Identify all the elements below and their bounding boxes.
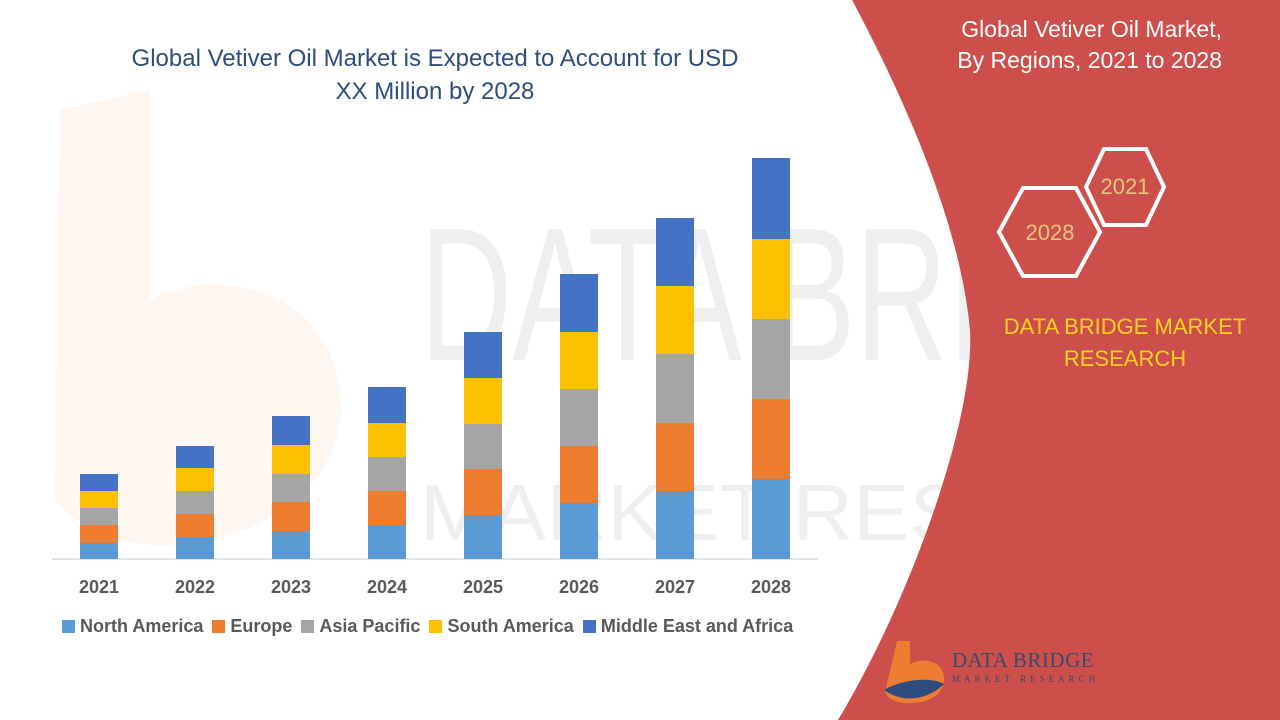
bar-2024-middle-east-and-africa <box>368 387 406 423</box>
bar-2021-middle-east-and-africa <box>80 474 118 491</box>
bar-2021-north-america <box>80 543 118 559</box>
bar-2028-middle-east-and-africa <box>752 158 790 239</box>
legend-swatch <box>212 620 226 633</box>
bar-2023-middle-east-and-africa <box>272 416 310 445</box>
legend-label: Asia Pacific <box>319 616 421 636</box>
x-tick-label-2025: 2025 <box>463 577 503 597</box>
bar-2024-north-america <box>368 525 406 559</box>
bar-2025-north-america <box>464 515 502 559</box>
bar-2021-south-america <box>80 491 118 508</box>
bar-2026-asia-pacific <box>560 389 598 446</box>
bar-2026-north-america <box>560 503 598 559</box>
brand-text-line-1: DATA BRIDGE MARKET <box>1003 314 1247 339</box>
x-tick-label-2021: 2021 <box>79 577 119 597</box>
x-tick-label-2026: 2026 <box>559 577 599 597</box>
bar-2026-europe <box>560 446 598 503</box>
hex-label-2021: 2021 <box>1100 174 1150 199</box>
bar-2025-asia-pacific <box>464 424 502 469</box>
bar-2023-south-america <box>272 445 310 474</box>
bar-2022-south-america <box>176 468 214 491</box>
brand-text-line-2: RESEARCH <box>1063 346 1187 371</box>
bar-2028-asia-pacific <box>752 319 790 399</box>
bar-2022-asia-pacific <box>176 491 214 514</box>
x-tick-label-2027: 2027 <box>655 577 695 597</box>
bar-2021-europe <box>80 525 118 543</box>
logo-name: DATA BRIDGE <box>952 648 1095 672</box>
legend-item-europe: Europe <box>212 616 292 637</box>
bar-2027-middle-east-and-africa <box>656 218 694 286</box>
legend-item-middle-east-and-africa: Middle East and Africa <box>582 616 794 637</box>
logo-tagline: MARKET RESEARCH <box>952 674 1100 684</box>
bar-2026-south-america <box>560 332 598 389</box>
legend-label: Middle East and Africa <box>600 616 794 636</box>
bar-2025-south-america <box>464 378 502 424</box>
legend-swatch <box>582 620 596 633</box>
legend-swatch <box>429 620 443 633</box>
x-tick-label-2028: 2028 <box>751 577 791 597</box>
watermark-logo-icon <box>55 90 341 546</box>
legend-item-asia-pacific: Asia Pacific <box>301 616 420 637</box>
bar-2028-south-america <box>752 239 790 319</box>
bar-2026-middle-east-and-africa <box>560 274 598 332</box>
x-tick-label-2022: 2022 <box>175 577 215 597</box>
bar-2027-north-america <box>656 491 694 559</box>
x-tick-labels: 2021 2022 2023 2024 2025 2026 2027 2028 <box>79 577 791 597</box>
x-tick-label-2024: 2024 <box>367 577 407 597</box>
hexagon-2021 <box>1083 147 1167 227</box>
right-panel-background <box>838 0 1280 720</box>
bar-2028-north-america <box>752 479 790 559</box>
x-tick-label-2023: 2023 <box>271 577 311 597</box>
legend-item-south-america: South America <box>429 616 574 637</box>
bar-2025-europe <box>464 469 502 515</box>
bar-2025-middle-east-and-africa <box>464 332 502 378</box>
bar-2024-asia-pacific <box>368 457 406 491</box>
logo-icon <box>884 641 945 704</box>
bar-2022-europe <box>176 514 214 537</box>
bar-2023-europe <box>272 502 310 531</box>
bar-2024-europe <box>368 491 406 525</box>
chart-legend: North America Europe Asia Pacific South Ame… <box>62 616 802 637</box>
hexagon-2028 <box>996 186 1103 278</box>
panel-title-line-1: Global Vetiver Oil Market, <box>961 16 1222 42</box>
bar-2023-asia-pacific <box>272 474 310 502</box>
bar-2024-south-america <box>368 423 406 457</box>
bar-2022-north-america <box>176 537 214 559</box>
logo-swoosh <box>884 679 944 699</box>
logo-wordmark: DATA BRIDGE MARKET RESEARCH <box>952 648 1099 684</box>
chart-title: Global Vetiver Oil Market is Expected to… <box>131 45 739 105</box>
bar-2027-asia-pacific <box>656 354 694 423</box>
legend-label: Europe <box>230 616 293 636</box>
bar-2021-asia-pacific <box>80 508 118 525</box>
bar-2023-north-america <box>272 531 310 559</box>
panel-title: Global Vetiver Oil Market, By Regions, 2… <box>892 14 1222 76</box>
panel-title-line-2: By Regions, 2021 to 2028 <box>957 47 1222 73</box>
legend-swatch <box>301 620 315 633</box>
legend-label: North America <box>80 616 204 636</box>
legend-item-north-america: North America <box>62 616 203 637</box>
bar-2027-south-america <box>656 286 694 354</box>
bar-group <box>80 158 790 559</box>
legend-swatch <box>62 620 75 633</box>
bar-2022-middle-east-and-africa <box>176 446 214 468</box>
brand-text: DATA BRIDGE MARKET RESEARCH <box>985 311 1265 375</box>
legend-label: South America <box>447 616 574 636</box>
bar-2028-europe <box>752 399 790 479</box>
hex-label-2028: 2028 <box>1025 220 1075 245</box>
bar-2027-europe <box>656 423 694 491</box>
